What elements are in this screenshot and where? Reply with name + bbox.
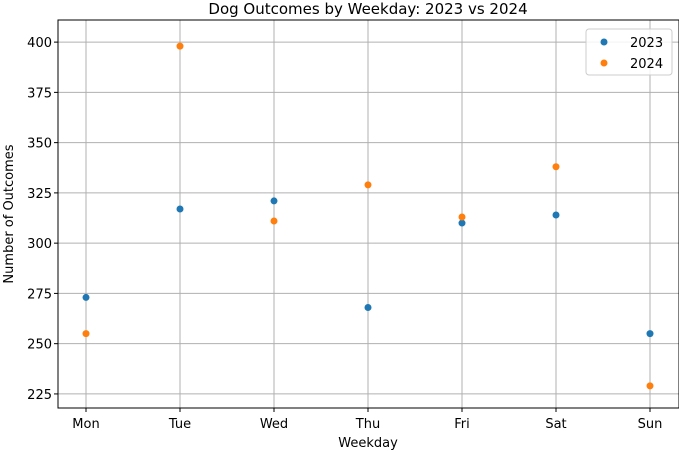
x-tick-label: Thu (355, 417, 380, 432)
data-point-2023 (364, 303, 372, 311)
data-point-2024 (270, 217, 278, 225)
legend-box (585, 28, 673, 76)
plot-frame (57, 19, 679, 409)
data-point-2023 (82, 293, 90, 301)
y-tick-label: 400 (27, 36, 52, 51)
data-point-2024 (646, 382, 654, 390)
y-tick-label: 275 (27, 287, 52, 302)
y-tick-label: 350 (27, 137, 52, 152)
x-axis-label: Weekday (338, 436, 398, 451)
data-point-2023 (176, 205, 184, 213)
data-point-2024 (82, 330, 90, 338)
x-tick-label: Sat (545, 417, 566, 432)
data-point-2023 (646, 330, 654, 338)
x-tick-label: Wed (260, 417, 288, 432)
y-tick-label: 225 (27, 388, 52, 403)
grid (58, 20, 679, 408)
y-tick-label: 300 (27, 237, 52, 252)
x-tick-label: Mon (72, 417, 99, 432)
x-tick-label: Fri (454, 417, 470, 432)
legend-marker-2023 (600, 38, 608, 46)
x-tick-label: Sun (638, 417, 663, 432)
data-points (82, 42, 654, 390)
chart-title: Dog Outcomes by Weekday: 2023 vs 2024 (208, 0, 527, 18)
legend-label: 2023 (630, 36, 663, 51)
y-axis-label: Number of Outcomes (2, 144, 17, 283)
x-tick-label: Tue (168, 417, 191, 432)
x-axis-ticks: Mon Tue Wed Thu Fri Sat Sun (72, 408, 662, 432)
data-point-2024 (176, 42, 184, 50)
data-point-2024 (364, 181, 372, 189)
data-point-2024 (458, 213, 466, 221)
y-axis-ticks: 225 250 275 300 325 350 375 400 (27, 36, 58, 403)
data-point-2024 (552, 163, 560, 171)
data-point-2023 (270, 197, 278, 205)
legend-marker-2024 (600, 59, 608, 67)
y-tick-label: 250 (27, 338, 52, 353)
data-point-2023 (552, 211, 560, 219)
y-tick-label: 325 (27, 187, 52, 202)
legend-label: 2024 (630, 57, 663, 72)
y-tick-label: 375 (27, 86, 52, 101)
data-point-2023 (458, 219, 466, 227)
legend: 2023 2024 (585, 28, 673, 76)
